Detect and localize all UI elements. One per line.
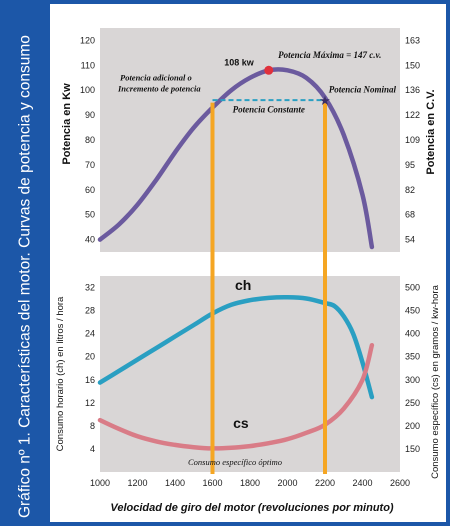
bottom-y2-tick-label: 250 [405, 398, 420, 408]
bottom-y-tick-label: 12 [85, 398, 95, 408]
top-y-tick-label: 60 [85, 185, 95, 195]
top-plot-area [100, 28, 400, 252]
x-tick-label: 1600 [202, 478, 222, 488]
top-left-ticks: 40 50 60 70 80 90 100 110 120 [80, 35, 95, 244]
chart-panel: 40 50 60 70 80 90 100 110 120 54 68 82 95 109 122 136 1… [50, 0, 446, 522]
top-y2-tick-label: 82 [405, 185, 415, 195]
cs-series-label: cs [233, 415, 249, 431]
bottom-y2-tick-label: 200 [405, 421, 420, 431]
bottom-y2-tick-label: 350 [405, 352, 420, 362]
top-y2-tick-label: 68 [405, 210, 415, 220]
bottom-y2-tick-label: 500 [405, 283, 420, 293]
top-y-tick-label: 120 [80, 35, 95, 45]
nominal-power-label: Potencia Nominal [329, 85, 397, 95]
optimum-consumption-label: Consumo específico óptimo [188, 457, 282, 467]
top-y2-axis-label: Potencia en C.V. [425, 89, 437, 174]
bottom-y-tick-label: 32 [85, 283, 95, 293]
nominal-power-star: ★ [319, 93, 331, 108]
top-y2-tick-label: 109 [405, 135, 420, 145]
x-ticks: 1000 1200 1400 1600 1800 2000 2200 2400 2600 [90, 478, 410, 488]
top-y-tick-label: 70 [85, 160, 95, 170]
top-y-axis-label: Potencia en Kw [61, 83, 73, 165]
constant-power-label: Potencia Constante [233, 105, 305, 115]
bottom-y-tick-label: 4 [90, 444, 95, 454]
x-tick-label: 2200 [315, 478, 335, 488]
cs-curve [97, 342, 375, 451]
bottom-left-ticks: 4 8 12 16 20 24 28 32 [85, 283, 95, 454]
x-tick-label: 1400 [165, 478, 185, 488]
x-tick-label: 1000 [90, 478, 110, 488]
x-tick-label: 1200 [127, 478, 147, 488]
top-y-tick-label: 50 [85, 210, 95, 220]
top-y2-tick-label: 163 [405, 35, 420, 45]
x-tick-label: 2600 [390, 478, 410, 488]
top-y2-tick-label: 122 [405, 110, 420, 120]
sidebar: Gráfico nº 1. Características del motor.… [0, 0, 50, 526]
bottom-plot-area [100, 276, 400, 472]
max-power-label: Potencia Máxima = 147 c.v. [278, 50, 381, 60]
bottom-y-tick-label: 16 [85, 375, 95, 385]
bottom-y2-tick-label: 450 [405, 306, 420, 316]
bottom-y2-tick-label: 400 [405, 329, 420, 339]
top-right-ticks: 54 68 82 95 109 122 136 150 163 [405, 35, 420, 244]
bottom-y2-tick-label: 550 [405, 4, 420, 6]
bottom-y2-tick-label: 300 [405, 375, 420, 385]
top-y-tick-label: 100 [80, 85, 95, 95]
x-tick-label: 1800 [240, 478, 260, 488]
x-axis-label: Velocidad de giro del motor (revolucione… [110, 502, 394, 514]
x-tick-label: 2000 [277, 478, 297, 488]
bottom-y2-tick-label: 150 [405, 444, 420, 454]
top-y2-tick-label: 150 [405, 60, 420, 70]
additional-power-label-line1: Potencia adicional o [120, 72, 192, 82]
bottom-y-tick-label: 24 [85, 329, 95, 339]
bottom-y-tick-label: 8 [90, 421, 95, 431]
top-y2-tick-label: 54 [405, 235, 415, 245]
bottom-y-tick-label: 28 [85, 306, 95, 316]
top-y-tick-label: 40 [85, 235, 95, 245]
bottom-right-ticks: 150 200 250 300 350 400 450 500 550 [405, 0, 420, 454]
bottom-y-axis-label: Consumo horario (ch) en litros / hora [55, 296, 66, 451]
figure-caption: Gráfico nº 1. Características del motor.… [16, 35, 34, 518]
ch-curve [97, 295, 375, 400]
max-power-point [264, 65, 274, 75]
x-tick-label: 2400 [352, 478, 372, 488]
top-y2-tick-label: 95 [405, 160, 415, 170]
top-y2-tick-label: 136 [405, 85, 420, 95]
ch-series-label: ch [235, 277, 251, 293]
additional-power-label-line2: Incremento de potencia [117, 83, 201, 93]
power-curve [97, 67, 375, 250]
top-y-tick-label: 110 [81, 60, 95, 70]
bottom-y2-axis-label: Consumo específico (cs) en gramos / kw-h… [430, 284, 441, 478]
max-power-value-label: 108 kw [224, 57, 255, 67]
top-y-tick-label: 80 [85, 135, 95, 145]
bottom-y-tick-label: 20 [85, 352, 95, 362]
top-y-tick-label: 90 [85, 110, 95, 120]
